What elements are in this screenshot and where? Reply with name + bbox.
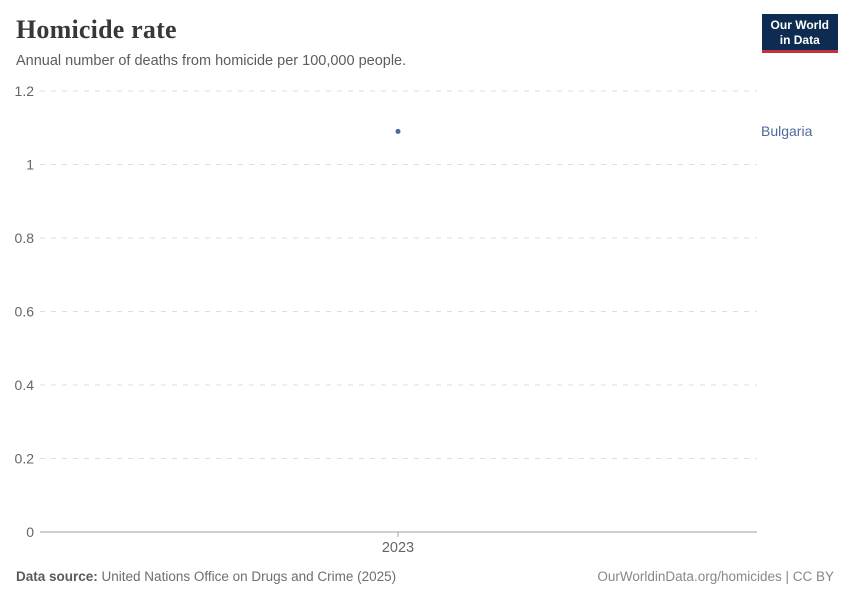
credit-link[interactable]: OurWorldinData.org/homicides | CC BY bbox=[597, 569, 834, 584]
data-source-label: Data source: bbox=[16, 569, 98, 584]
owid-logo[interactable]: Our World in Data bbox=[761, 14, 838, 53]
logo-line-1: Our World bbox=[770, 18, 829, 32]
data-source-text: United Nations Office on Drugs and Crime… bbox=[97, 569, 397, 584]
y-tick-label: 0.8 bbox=[15, 230, 35, 246]
series-label-bulgaria[interactable]: Bulgaria bbox=[761, 123, 813, 139]
chart-subtitle: Annual number of deaths from homicide pe… bbox=[16, 53, 407, 69]
data-point-bulgaria[interactable] bbox=[395, 128, 401, 134]
logo-line-2: in Data bbox=[779, 32, 820, 47]
y-tick-label: 1.2 bbox=[15, 83, 35, 99]
x-tick-label: 2023 bbox=[382, 540, 414, 556]
chart-footer: Data source: United Nations Office on Dr… bbox=[16, 569, 834, 584]
y-tick-label: 1 bbox=[26, 157, 34, 173]
y-tick-label: 0.6 bbox=[15, 304, 35, 320]
data-source: Data source: United Nations Office on Dr… bbox=[16, 569, 396, 584]
chart-title: Homicide rate bbox=[16, 15, 177, 44]
y-tick-label: 0.2 bbox=[15, 451, 35, 467]
y-tick-label: 0 bbox=[26, 524, 34, 540]
y-tick-label: 0.4 bbox=[15, 377, 35, 393]
chart-header: Homicide rate Annual number of deaths fr… bbox=[0, 0, 850, 75]
